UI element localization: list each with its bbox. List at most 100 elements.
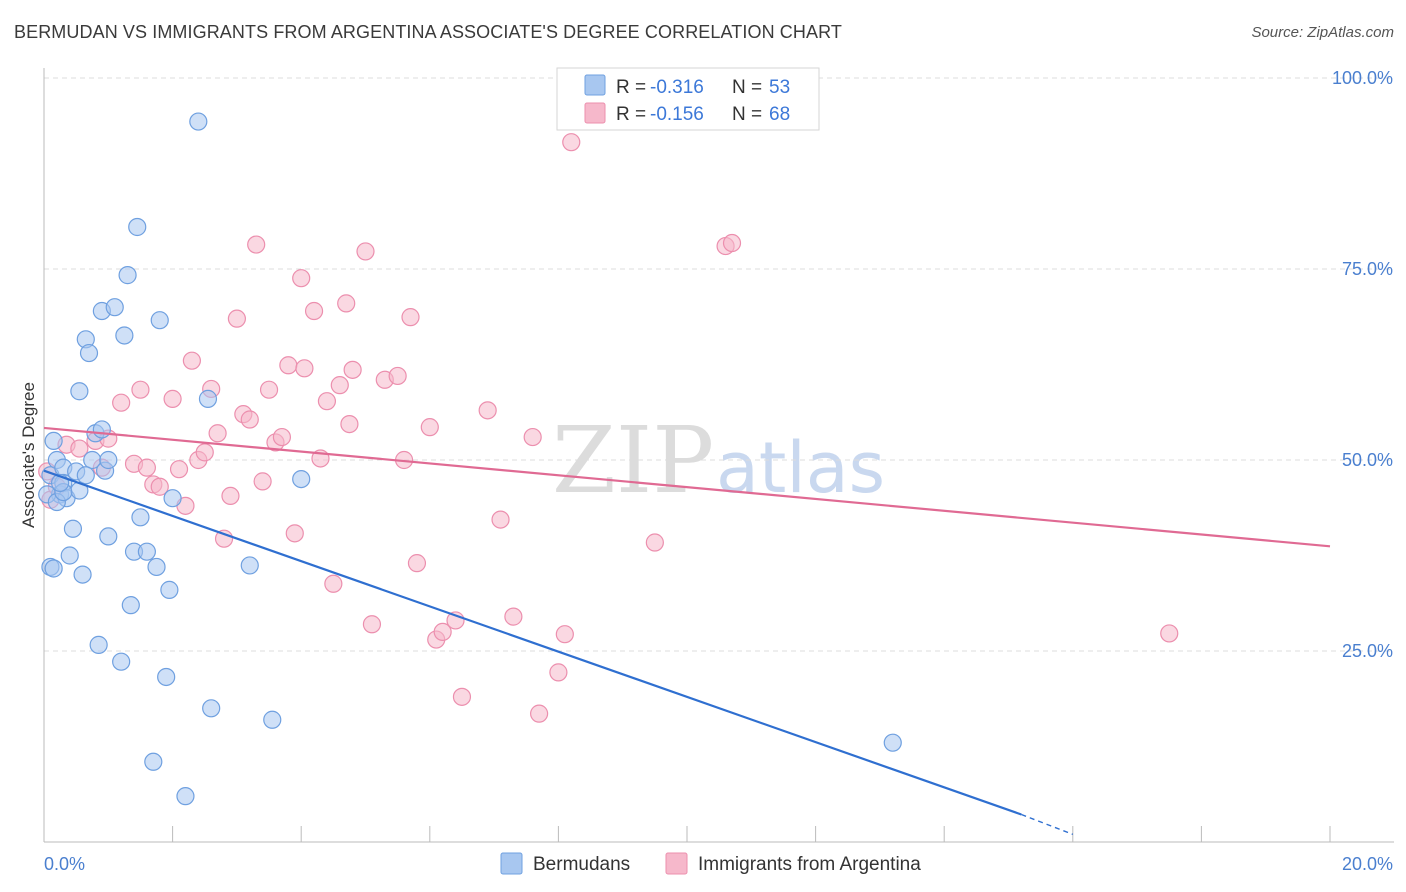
argentina-point	[722, 233, 742, 253]
argentina-point	[340, 414, 359, 434]
argentina-point	[317, 392, 337, 411]
argentina-point	[523, 427, 542, 447]
argentina-point	[452, 687, 472, 706]
bermudans-point	[131, 508, 150, 527]
bermudans-point	[883, 733, 902, 752]
bermudans-point	[89, 635, 108, 654]
legend-swatch-bermudans	[584, 74, 606, 96]
legend-n-label-bermudans: N =	[732, 77, 762, 98]
x-tick-label-max: 20.0%	[1342, 854, 1393, 874]
argentina-point	[362, 615, 382, 634]
argentina-point	[337, 294, 356, 313]
argentina-point	[324, 574, 343, 593]
argentina-point	[304, 301, 324, 321]
argentina-point	[407, 554, 427, 573]
legend-swatch-argentina	[584, 102, 606, 124]
y-tick-label: 100.0%	[1332, 68, 1393, 88]
trendlines	[43, 426, 1331, 836]
argentina-point	[645, 533, 664, 552]
y-tick-label: 25.0%	[1342, 641, 1393, 661]
argentina-point	[1160, 624, 1179, 643]
argentina-point	[491, 510, 510, 529]
legend-n-value-bermudans: 53	[769, 77, 790, 98]
bermudans-point	[128, 217, 147, 237]
bermudans-point	[292, 470, 311, 489]
argentina-point	[150, 477, 169, 496]
argentina-point	[208, 424, 227, 443]
legend-n-value-argentina: 68	[769, 104, 790, 125]
argentina-point	[420, 418, 439, 437]
argentina-point	[343, 360, 362, 379]
argentina-point	[70, 439, 89, 458]
bermudans-point	[79, 343, 99, 363]
bermudans-point	[144, 752, 163, 771]
bermudans-point	[189, 112, 208, 131]
bermudans-point	[118, 266, 137, 285]
legend-r-value-bermudans: -0.316	[650, 77, 704, 98]
bottom-legend-label-argentina: Immigrants from Argentina	[698, 854, 921, 875]
argentina-point	[131, 380, 150, 399]
argentina-point	[272, 427, 292, 447]
argentina-point	[401, 308, 420, 327]
x-ticks	[43, 826, 1331, 842]
argentina-point	[555, 625, 574, 644]
bottom-legend-swatch-bermudans	[500, 852, 523, 875]
bermudans-point	[150, 311, 169, 330]
bermudans-point	[105, 298, 124, 317]
bermudans-point	[198, 389, 218, 408]
argentina-point	[562, 133, 581, 152]
bermudans-trendline	[43, 469, 1022, 816]
bermudans-point	[60, 546, 79, 565]
argentina-point	[433, 622, 452, 642]
bermudans-point	[92, 420, 111, 439]
argentina-point	[137, 458, 156, 477]
chart-title: BERMUDAN VS IMMIGRANTS FROM ARGENTINA AS…	[14, 22, 842, 42]
bermudans-point	[115, 326, 134, 345]
argentina-point	[227, 309, 246, 328]
bermudans-point	[240, 556, 259, 575]
legend-r-label-argentina: R =	[616, 104, 646, 125]
argentina-point	[292, 269, 311, 288]
argentina-point	[195, 443, 214, 462]
y-tick-label: 75.0%	[1342, 259, 1393, 279]
bermudans-point	[157, 667, 176, 687]
argentina-point	[549, 663, 568, 682]
bermudans-point	[137, 542, 156, 561]
source-credit: Source: ZipAtlas.com	[1251, 24, 1394, 41]
argentina-point	[478, 401, 497, 420]
bermudans-point	[160, 580, 179, 599]
y-axis-title: Associate's Degree	[19, 382, 38, 528]
argentina-point	[279, 356, 298, 375]
legend-r-value-argentina: -0.156	[650, 104, 704, 125]
bermudans-trendline-extension	[1021, 813, 1074, 836]
y-tick-label: 50.0%	[1342, 450, 1393, 470]
y-tick-labels: 25.0% 50.0% 75.0% 100.0%	[1332, 68, 1393, 661]
argentina-point	[504, 607, 523, 626]
argentina-point	[221, 486, 240, 506]
argentina-point	[112, 393, 131, 412]
argentina-point	[285, 524, 304, 543]
argentina-point	[530, 704, 549, 723]
bermudans-point	[70, 382, 89, 401]
bermudans-point	[73, 565, 92, 584]
bottom-legend: Bermudans Immigrants from Argentina	[500, 852, 921, 875]
bermudans-point	[99, 450, 118, 470]
bottom-legend-label-bermudans: Bermudans	[533, 854, 630, 875]
argentina-point	[163, 389, 182, 408]
argentina-point	[356, 242, 375, 261]
bermudans-point	[99, 527, 118, 546]
bermudans-point	[163, 489, 182, 508]
watermark-atlas: atlas	[716, 427, 885, 509]
argentina-point	[169, 460, 189, 479]
bermudans-point	[76, 466, 95, 485]
argentina-point	[295, 359, 314, 378]
legend-r-label-bermudans: R =	[616, 77, 646, 98]
series-bermudans-points	[38, 112, 902, 806]
bermudans-point	[63, 519, 83, 538]
argentina-point	[330, 376, 349, 395]
bermudans-point	[176, 787, 195, 806]
x-tick-label-min: 0.0%	[44, 854, 85, 874]
argentina-point	[247, 235, 266, 254]
watermark: ZIP atlas	[552, 407, 885, 514]
